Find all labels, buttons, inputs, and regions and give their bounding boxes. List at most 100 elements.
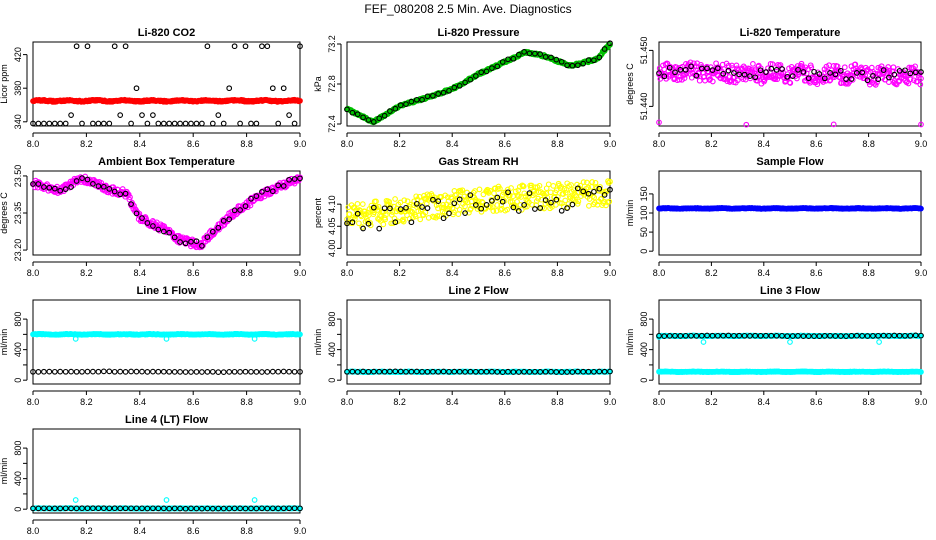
- li820-temperature-plot-frame: [658, 41, 922, 127]
- li820-temperature-point: [743, 121, 750, 128]
- gas-stream-rh-point: [550, 183, 557, 189]
- li820-pressure-y-axis-label: kPa: [313, 76, 323, 92]
- ambient-box-temperature-point: [30, 181, 36, 187]
- line-2-flow-point: [558, 369, 565, 375]
- ambient-box-temperature-point: [269, 188, 276, 195]
- line-2-flow-y-tick-label: 0: [327, 378, 337, 383]
- line-1-flow-point: [237, 369, 243, 375]
- li820-temperature-point: [832, 71, 839, 78]
- gas-stream-rh-point: [499, 198, 506, 205]
- gas-stream-rh-point: [574, 201, 581, 207]
- gas-stream-rh-point: [476, 186, 483, 193]
- line-3-flow-x-tick-label: 8.8: [862, 397, 875, 407]
- line-3-flow-point: [736, 332, 743, 339]
- gas-stream-rh-point: [542, 197, 549, 203]
- ambient-box-temperature-point: [111, 188, 118, 195]
- line-1-flow-point: [166, 368, 173, 375]
- li820-pressure-point: [424, 93, 431, 100]
- line-2-flow-point: [478, 368, 485, 375]
- line-3-flow-point: [859, 333, 866, 339]
- line-1-flow-point: [171, 369, 178, 375]
- gas-stream-rh-point: [356, 220, 362, 227]
- li820-co2-point: [220, 120, 227, 127]
- line-2-flow-point: [419, 368, 425, 375]
- li820-temperature-point: [752, 74, 759, 81]
- li820-co2-point: [51, 120, 58, 127]
- gas-stream-rh-point: [515, 208, 522, 214]
- ambient-box-temperature-point: [125, 191, 132, 198]
- line-2-flow-point: [526, 369, 533, 375]
- gas-stream-rh-point: [449, 205, 456, 212]
- ambient-box-temperature-y-axis-label: degrees C: [0, 192, 9, 234]
- li820-co2-point: [188, 120, 194, 127]
- ambient-box-temperature-point: [84, 176, 91, 183]
- li820-temperature-point: [834, 63, 841, 70]
- ambient-box-temperature-point: [209, 228, 216, 235]
- li820-pressure-point: [521, 49, 527, 55]
- line-3-flow-y-axis-label: ml/min: [625, 329, 635, 356]
- line-2-flow-point: [505, 368, 511, 375]
- li820-temperature-point: [890, 64, 897, 71]
- line-1-flow-point: [286, 368, 292, 375]
- li820-temperature-point: [852, 61, 859, 68]
- gas-stream-rh-point: [376, 225, 383, 232]
- line-1-flow-point: [139, 368, 145, 375]
- ambient-box-temperature-point: [46, 184, 53, 191]
- sample-flow-y-tick-label: 100: [639, 205, 649, 220]
- line-1-flow-title: Line 1 Flow: [137, 285, 197, 297]
- ambient-box-temperature-x-tick-label: 8.2: [80, 268, 93, 278]
- line-3-flow-point: [725, 332, 732, 339]
- gas-stream-rh-point: [389, 209, 396, 215]
- line-1-flow-point: [150, 368, 156, 375]
- line-3-flow-point: [789, 333, 796, 339]
- li820-pressure-point: [585, 57, 592, 63]
- li820-temperature-point: [886, 74, 892, 81]
- line-3-flow-point: [880, 332, 887, 339]
- gas-stream-rh-point: [601, 192, 608, 198]
- line-1-flow-point: [231, 368, 238, 375]
- gas-stream-rh-point: [607, 178, 613, 185]
- line-2-flow-title: Line 2 Flow: [449, 285, 509, 297]
- ambient-box-temperature-point: [98, 180, 105, 186]
- line-3-flow-point: [677, 333, 684, 339]
- sample-flow-x-tick-label: 9.0: [915, 268, 928, 278]
- gas-stream-rh-point: [397, 206, 404, 212]
- li820-co2-point: [62, 120, 69, 127]
- gas-stream-rh-point: [526, 190, 533, 196]
- li820-temperature-point: [789, 73, 796, 79]
- line-3-flow-point: [704, 332, 710, 339]
- gas-stream-rh-point: [354, 201, 361, 207]
- sample-flow-x-tick-label: 8.6: [810, 268, 823, 278]
- li820-co2-plot-frame: [32, 41, 301, 127]
- gas-stream-rh-point: [462, 210, 468, 216]
- li820-temperature-point: [750, 61, 756, 67]
- line-3-flow-point: [768, 332, 775, 339]
- li820-pressure-x-tick-label: 8.4: [446, 139, 459, 149]
- ambient-box-temperature-point: [117, 191, 124, 198]
- li820-co2-x-tick-label: 8.8: [240, 139, 253, 149]
- li820-temperature-point: [918, 69, 924, 75]
- gas-stream-rh-point: [440, 215, 447, 222]
- line-3-flow-series-black: [656, 332, 924, 339]
- li820-pressure-point: [472, 73, 479, 79]
- gas-stream-rh-point: [489, 198, 495, 204]
- line-1-flow-point: [133, 368, 140, 375]
- ambient-box-temperature-point: [119, 186, 126, 192]
- ambient-box-temperature-point: [160, 228, 167, 235]
- li820-pressure-point: [548, 54, 554, 61]
- li820-co2-point: [226, 85, 233, 92]
- ambient-box-temperature-plot-frame: [32, 170, 301, 256]
- ambient-box-temperature-point: [182, 240, 189, 247]
- li820-temperature-point: [816, 71, 823, 77]
- li820-temperature-point: [709, 78, 716, 85]
- line-2-flow-point: [591, 368, 597, 375]
- ambient-box-temperature-point: [51, 185, 58, 192]
- gas-stream-rh-x-tick-label: 8.2: [393, 268, 406, 278]
- li820-pressure-point: [456, 82, 463, 89]
- gas-stream-rh-point: [575, 198, 582, 205]
- line-2-flow-point: [521, 368, 527, 375]
- li820-temperature-point: [811, 68, 817, 75]
- li820-pressure-x-tick-label: 8.8: [551, 139, 564, 149]
